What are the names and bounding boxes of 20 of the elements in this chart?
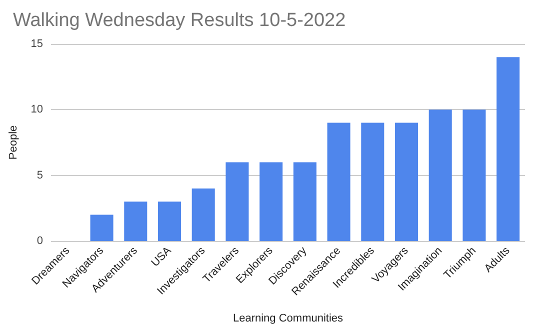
bar xyxy=(361,122,384,241)
y-tick-label: 5 xyxy=(36,169,43,182)
bar xyxy=(90,214,114,241)
y-axis-title: People xyxy=(8,125,20,160)
bar xyxy=(124,202,148,241)
bar xyxy=(327,122,350,241)
bar xyxy=(260,162,283,241)
x-axis-title: Learning Communities xyxy=(232,312,344,324)
bar xyxy=(394,122,418,241)
bar xyxy=(496,57,520,241)
y-tick-label: 15 xyxy=(30,38,43,50)
bar xyxy=(226,162,249,241)
bar xyxy=(158,202,182,241)
y-tick-label: 10 xyxy=(30,104,43,116)
y-tick-label: 0 xyxy=(36,235,43,247)
bar xyxy=(192,188,215,241)
chart-title: Walking Wednesday Results 10-5-2022 xyxy=(13,10,346,31)
bar xyxy=(462,110,486,241)
bar xyxy=(428,110,452,241)
bar xyxy=(293,162,316,241)
